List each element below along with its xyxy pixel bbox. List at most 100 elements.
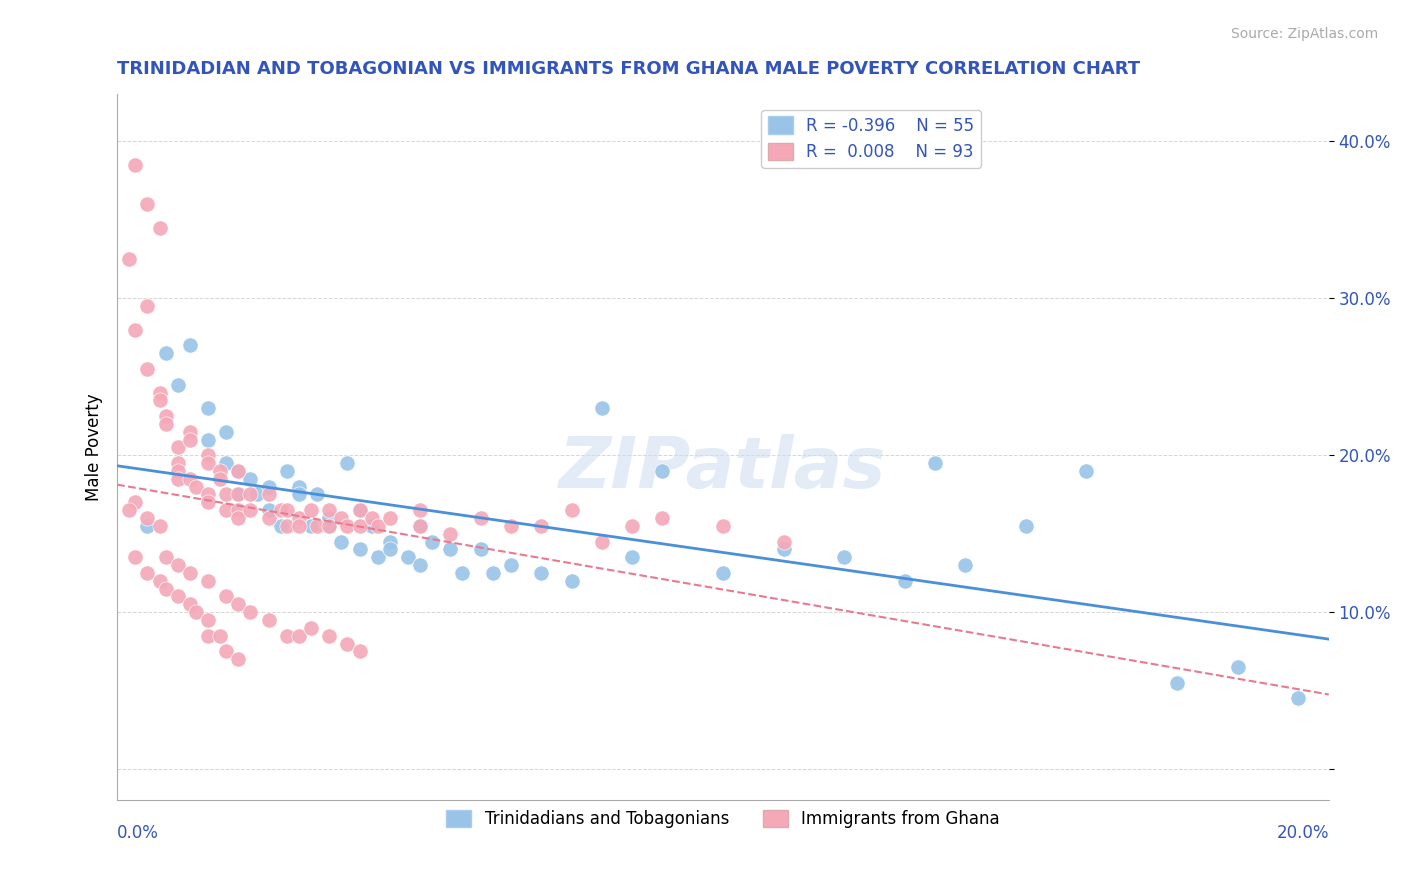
Point — [166, 456, 188, 470]
Point — [499, 519, 522, 533]
Point — [651, 464, 673, 478]
Point — [209, 464, 232, 478]
Legend: Trinidadians and Tobagonians, Immigrants from Ghana: Trinidadians and Tobagonians, Immigrants… — [440, 803, 1007, 834]
Point — [367, 519, 389, 533]
Point — [336, 636, 359, 650]
Point — [228, 464, 250, 478]
Point — [257, 503, 280, 517]
Point — [772, 542, 794, 557]
Point — [621, 550, 644, 565]
Point — [179, 472, 201, 486]
Point — [257, 480, 280, 494]
Point — [288, 511, 311, 525]
Text: ZIPatlas: ZIPatlas — [560, 434, 887, 503]
Point — [530, 566, 553, 580]
Point — [166, 558, 188, 573]
Point — [166, 464, 188, 478]
Point — [276, 519, 298, 533]
Point — [288, 519, 311, 533]
Point — [179, 425, 201, 439]
Point — [1166, 675, 1188, 690]
Text: 0.0%: 0.0% — [117, 824, 159, 842]
Point — [197, 448, 219, 462]
Point — [349, 503, 371, 517]
Point — [257, 511, 280, 525]
Point — [288, 480, 311, 494]
Text: TRINIDADIAN AND TOBAGONIAN VS IMMIGRANTS FROM GHANA MALE POVERTY CORRELATION CHA: TRINIDADIAN AND TOBAGONIAN VS IMMIGRANTS… — [117, 60, 1140, 78]
Point — [239, 487, 262, 501]
Point — [184, 605, 207, 619]
Point — [136, 299, 159, 313]
Point — [1226, 660, 1249, 674]
Point — [149, 385, 172, 400]
Point — [166, 590, 188, 604]
Point — [197, 401, 219, 416]
Point — [124, 158, 146, 172]
Point — [215, 590, 238, 604]
Point — [197, 574, 219, 588]
Point — [209, 472, 232, 486]
Point — [336, 456, 359, 470]
Point — [1076, 464, 1098, 478]
Point — [1015, 519, 1038, 533]
Point — [591, 401, 613, 416]
Point — [318, 503, 340, 517]
Point — [307, 519, 329, 533]
Point — [149, 393, 172, 408]
Point — [228, 487, 250, 501]
Point — [299, 503, 322, 517]
Point — [439, 526, 461, 541]
Point — [136, 511, 159, 525]
Point — [149, 519, 172, 533]
Point — [711, 566, 734, 580]
Point — [155, 550, 177, 565]
Point — [228, 464, 250, 478]
Point — [197, 629, 219, 643]
Text: 20.0%: 20.0% — [1277, 824, 1329, 842]
Point — [118, 252, 141, 267]
Point — [209, 629, 232, 643]
Point — [215, 487, 238, 501]
Point — [136, 362, 159, 376]
Point — [215, 644, 238, 658]
Point — [197, 495, 219, 509]
Point — [560, 503, 582, 517]
Point — [166, 377, 188, 392]
Point — [179, 597, 201, 611]
Point — [179, 433, 201, 447]
Point — [215, 503, 238, 517]
Point — [228, 652, 250, 666]
Point — [228, 511, 250, 525]
Point — [276, 629, 298, 643]
Point — [155, 346, 177, 360]
Point — [409, 519, 432, 533]
Point — [349, 542, 371, 557]
Y-axis label: Male Poverty: Male Poverty — [86, 393, 103, 501]
Point — [318, 519, 340, 533]
Point — [118, 503, 141, 517]
Point — [378, 542, 401, 557]
Point — [166, 441, 188, 455]
Point — [245, 487, 267, 501]
Point — [257, 487, 280, 501]
Point — [124, 495, 146, 509]
Point — [276, 503, 298, 517]
Point — [409, 519, 432, 533]
Point — [136, 519, 159, 533]
Point — [396, 550, 419, 565]
Point — [420, 534, 443, 549]
Point — [239, 472, 262, 486]
Point — [349, 503, 371, 517]
Point — [228, 503, 250, 517]
Point — [924, 456, 946, 470]
Point — [360, 519, 382, 533]
Point — [239, 605, 262, 619]
Point — [215, 456, 238, 470]
Point — [299, 519, 322, 533]
Point — [499, 558, 522, 573]
Point — [409, 503, 432, 517]
Point — [409, 558, 432, 573]
Point — [378, 511, 401, 525]
Point — [591, 534, 613, 549]
Point — [197, 433, 219, 447]
